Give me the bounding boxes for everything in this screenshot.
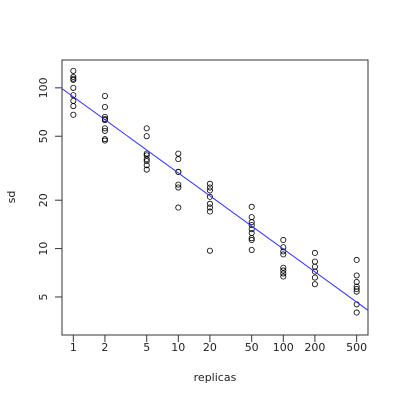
point bbox=[280, 273, 287, 280]
point bbox=[248, 219, 255, 226]
point bbox=[280, 237, 287, 244]
point bbox=[248, 237, 255, 244]
point bbox=[206, 184, 213, 191]
point bbox=[353, 256, 360, 263]
y-tick-label: 20 bbox=[37, 193, 50, 207]
x-tick-label: 2 bbox=[101, 341, 108, 354]
point bbox=[353, 286, 360, 293]
point bbox=[206, 200, 213, 207]
point bbox=[101, 92, 108, 99]
point bbox=[280, 264, 287, 271]
point bbox=[101, 125, 108, 132]
y-tick-label: 50 bbox=[37, 129, 50, 143]
point bbox=[248, 203, 255, 210]
point bbox=[248, 222, 255, 229]
x-tick-label: 10 bbox=[171, 341, 185, 354]
point bbox=[311, 249, 318, 256]
x-tick-label: 100 bbox=[273, 341, 294, 354]
point bbox=[206, 193, 213, 200]
point bbox=[175, 156, 182, 163]
point bbox=[206, 204, 213, 211]
point bbox=[101, 103, 108, 110]
point bbox=[311, 258, 318, 265]
y-tick-label: 10 bbox=[37, 242, 50, 256]
point bbox=[70, 73, 77, 80]
point bbox=[311, 263, 318, 270]
point bbox=[353, 288, 360, 295]
plot-frame bbox=[61, 59, 369, 336]
point bbox=[70, 67, 77, 74]
point bbox=[248, 246, 255, 253]
point bbox=[143, 166, 150, 173]
point bbox=[280, 267, 287, 274]
point bbox=[175, 204, 182, 211]
point bbox=[248, 235, 255, 242]
point bbox=[101, 127, 108, 134]
point bbox=[248, 230, 255, 237]
point bbox=[248, 214, 255, 221]
point bbox=[353, 272, 360, 279]
y-tick-label: 100 bbox=[37, 77, 50, 98]
point bbox=[70, 111, 77, 118]
point bbox=[70, 97, 77, 104]
point bbox=[70, 103, 77, 110]
x-tick-label: 200 bbox=[304, 341, 325, 354]
y-tick-label: 5 bbox=[37, 293, 50, 300]
point bbox=[206, 208, 213, 215]
x-tick-label: 500 bbox=[346, 341, 367, 354]
point bbox=[70, 76, 77, 83]
point bbox=[143, 133, 150, 140]
y-axis-label: sd bbox=[5, 191, 18, 204]
point bbox=[280, 270, 287, 277]
point bbox=[175, 184, 182, 191]
fit-line bbox=[61, 88, 369, 311]
point bbox=[206, 180, 213, 187]
x-axis-label: replicas bbox=[194, 371, 237, 384]
point bbox=[143, 152, 150, 159]
point bbox=[206, 247, 213, 254]
point bbox=[101, 137, 108, 144]
point bbox=[143, 125, 150, 132]
point bbox=[206, 187, 213, 194]
point bbox=[311, 281, 318, 288]
point bbox=[311, 268, 318, 275]
point bbox=[143, 162, 150, 169]
x-tick-label: 50 bbox=[245, 341, 259, 354]
point bbox=[353, 278, 360, 285]
x-tick-label: 5 bbox=[143, 341, 150, 354]
point bbox=[311, 274, 318, 281]
x-tick-label: 20 bbox=[203, 341, 217, 354]
point bbox=[143, 156, 150, 163]
point bbox=[175, 168, 182, 175]
point bbox=[353, 309, 360, 316]
point bbox=[280, 251, 287, 258]
point bbox=[175, 181, 182, 188]
point bbox=[143, 158, 150, 165]
point bbox=[175, 150, 182, 157]
point bbox=[101, 117, 108, 124]
point bbox=[70, 84, 77, 91]
x-tick-label: 1 bbox=[70, 341, 77, 354]
